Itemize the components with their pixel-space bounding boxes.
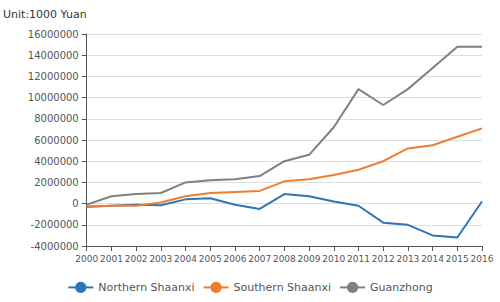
svg-text:2000: 2000 (75, 254, 98, 264)
svg-text:-2000000: -2000000 (31, 219, 79, 230)
svg-text:6000000: 6000000 (34, 135, 79, 146)
svg-text:8000000: 8000000 (34, 113, 79, 124)
svg-text:14000000: 14000000 (28, 50, 79, 61)
svg-text:2013: 2013 (396, 254, 419, 264)
svg-text:2001: 2001 (100, 254, 123, 264)
svg-text:Unit:1000 Yuan: Unit:1000 Yuan (3, 8, 87, 21)
svg-text:2007: 2007 (248, 254, 271, 264)
svg-text:2002: 2002 (125, 254, 148, 264)
svg-text:-4000000: -4000000 (31, 241, 79, 252)
svg-text:Northern Shaanxi: Northern Shaanxi (98, 281, 194, 294)
svg-text:Guanzhong: Guanzhong (370, 281, 433, 294)
svg-text:2003: 2003 (149, 254, 172, 264)
svg-text:2000000: 2000000 (34, 177, 79, 188)
svg-text:2014: 2014 (421, 254, 444, 264)
svg-text:2004: 2004 (174, 254, 197, 264)
svg-text:4000000: 4000000 (34, 156, 79, 167)
svg-text:12000000: 12000000 (28, 71, 79, 82)
svg-text:Southern Shaanxi: Southern Shaanxi (234, 281, 332, 294)
svg-text:2012: 2012 (372, 254, 395, 264)
svg-text:2011: 2011 (347, 254, 370, 264)
svg-text:2009: 2009 (298, 254, 321, 264)
svg-text:0: 0 (72, 198, 78, 209)
svg-text:16000000: 16000000 (28, 29, 79, 40)
svg-text:2010: 2010 (322, 254, 345, 264)
svg-text:10000000: 10000000 (28, 92, 79, 103)
svg-text:2008: 2008 (273, 254, 296, 264)
svg-text:2015: 2015 (446, 254, 469, 264)
svg-text:2005: 2005 (199, 254, 222, 264)
svg-text:2006: 2006 (224, 254, 247, 264)
svg-text:2016: 2016 (471, 254, 494, 264)
